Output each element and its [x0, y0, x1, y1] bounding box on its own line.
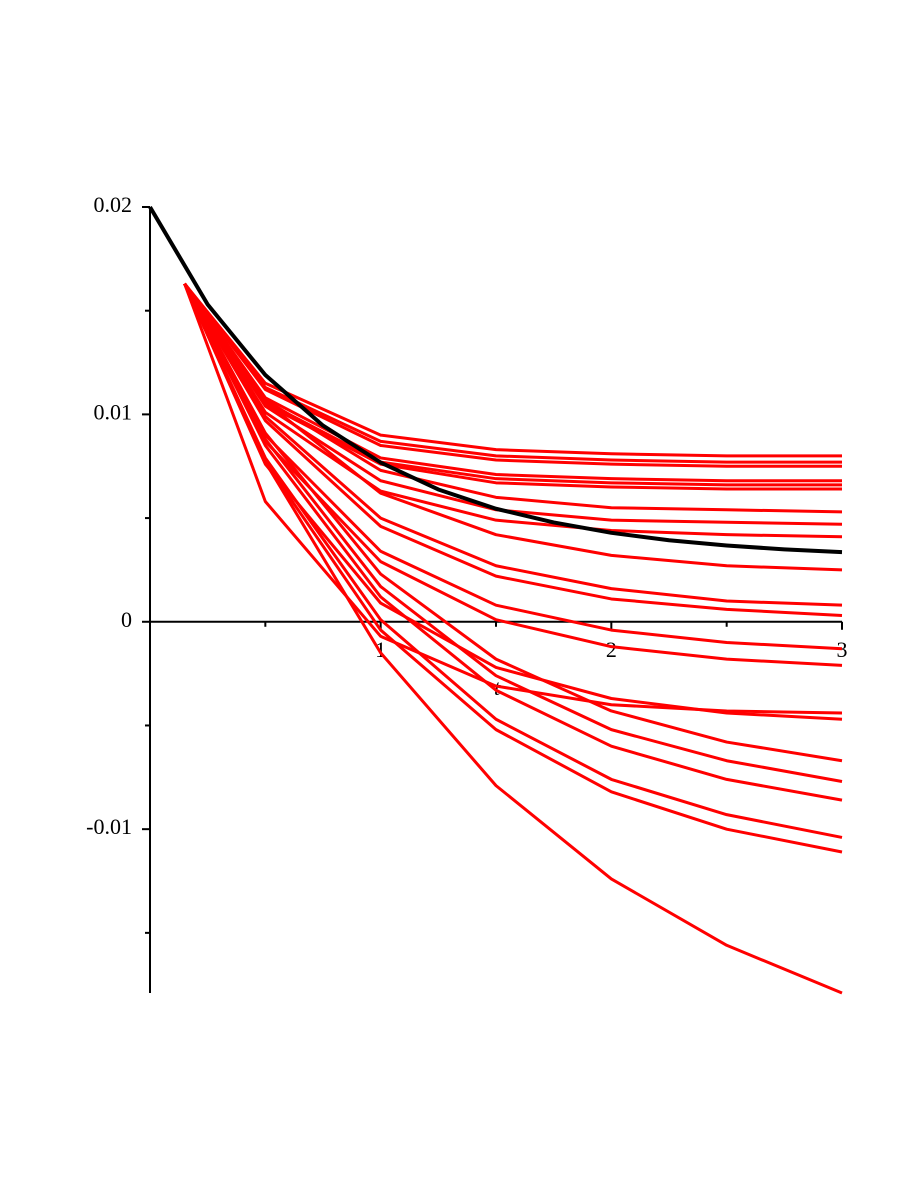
- data-line: [183, 283, 843, 763]
- data-line: [183, 283, 843, 839]
- x-tick-label: 3: [837, 637, 848, 662]
- data-line: [183, 282, 843, 572]
- data-line: [183, 283, 843, 783]
- data-line: [183, 283, 843, 802]
- x-tick-label: 1: [375, 637, 386, 662]
- y-tick-label: 0.01: [94, 399, 133, 424]
- y-tick-label: 0: [121, 607, 132, 632]
- data-line: [183, 283, 843, 715]
- x-tick-label: 2: [606, 637, 617, 662]
- data-line: [183, 282, 842, 458]
- data-line: [183, 282, 843, 618]
- y-tick-label: -0.01: [86, 814, 132, 839]
- data-line: [148, 205, 843, 555]
- data-line: [183, 282, 843, 607]
- data-line: [183, 282, 843, 539]
- data-line: [183, 282, 842, 468]
- data-line: [183, 283, 843, 995]
- data-line: [183, 283, 843, 721]
- y-tick-label: 0.02: [94, 192, 133, 217]
